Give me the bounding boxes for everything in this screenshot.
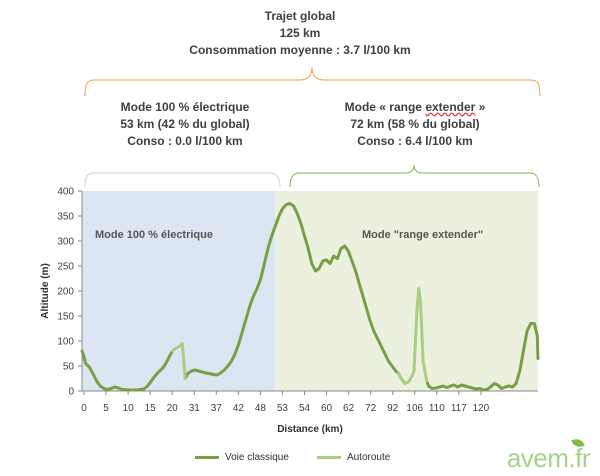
x-tick-label: 5 <box>103 403 109 414</box>
range-consumption: Conso : 6.4 l/100 km <box>357 134 473 148</box>
y-tick-label: 350 <box>57 212 74 223</box>
range-zone-label: Mode "range extender" <box>362 229 483 241</box>
electric-consumption: Conso : 0.0 l/100 km <box>127 134 243 148</box>
y-tick-label: 300 <box>57 237 74 248</box>
x-tick-label: 15 <box>145 403 157 414</box>
y-tick-label: 50 <box>63 362 75 373</box>
x-tick-label: 31 <box>189 403 201 414</box>
y-axis-title: Altitude (m) <box>40 263 51 319</box>
series-line-voie-classique <box>80 349 174 392</box>
y-tick-label: 150 <box>57 312 74 323</box>
y-axis-ticks: 0 50 100 150 200 250 300 350 400 <box>57 187 82 398</box>
x-axis-title: Distance (km) <box>277 424 343 435</box>
y-tick-label: 400 <box>57 187 74 198</box>
range-title-word: extender <box>425 100 476 114</box>
legend: Voie classique Autoroute <box>195 452 390 463</box>
x-tick-label: 92 <box>387 403 399 414</box>
x-tick-label: 106 <box>406 403 423 414</box>
series-line-autoroute <box>171 342 187 380</box>
legend-item-autoroute: Autoroute <box>316 452 391 463</box>
x-tick-label: 42 <box>233 403 245 414</box>
range-title: Mode « range extender » <box>300 99 530 116</box>
x-tick-label: 0 <box>81 403 87 414</box>
legend-label-autoroute: Autoroute <box>346 452 391 463</box>
global-summary: Trajet global 125 km Consommation moyenn… <box>150 8 450 59</box>
range-title-suffix: » <box>475 100 486 114</box>
electric-zone <box>82 191 276 391</box>
range-title-prefix: Mode « range <box>344 100 426 114</box>
electric-zone-label: Mode 100 % électrique <box>95 229 213 241</box>
global-title: Trajet global <box>264 9 336 23</box>
electric-distance: 53 km (42 % du global) <box>120 117 250 131</box>
y-tick-label: 250 <box>57 262 74 273</box>
x-tick-label: 117 <box>451 403 467 414</box>
x-tick-label: 10 <box>123 403 135 414</box>
x-axis-ticks: 0 5 10 15 20 31 37 42 48 53 54 60 62 72 92 106 110 117 120 <box>81 391 490 414</box>
x-tick-label: 48 <box>255 403 267 414</box>
avem-logo: avem.fr <box>506 438 591 474</box>
x-tick-label: 72 <box>365 403 377 414</box>
series-line-voie-classique <box>183 202 401 380</box>
x-tick-label: 54 <box>299 403 311 414</box>
series-line-autoroute <box>397 287 429 385</box>
electric-title: Mode 100 % électrique <box>120 100 250 114</box>
global-consumption: Consommation moyenne : 3.7 l/100 km <box>189 43 411 57</box>
electric-brace <box>84 172 281 188</box>
legend-swatch-autoroute <box>316 456 341 459</box>
range-zone <box>275 191 538 391</box>
range-distance: 72 km (58 % du global) <box>350 117 480 131</box>
x-tick-label: 110 <box>429 403 445 414</box>
global-brace <box>84 66 541 97</box>
x-tick-label: 37 <box>211 403 223 414</box>
global-distance: 125 km <box>279 26 321 40</box>
x-tick-label: 62 <box>343 403 355 414</box>
y-tick-label: 100 <box>57 337 74 348</box>
legend-swatch-voie-classique <box>195 456 219 459</box>
range-brace <box>289 164 540 188</box>
series-line-voie-classique <box>425 322 540 392</box>
y-tick-label: 0 <box>68 387 74 398</box>
legend-label-voie-classique: Voie classique <box>225 452 289 463</box>
x-tick-label: 60 <box>321 403 333 414</box>
avem-logo-text: avem.fr <box>506 443 591 473</box>
electric-summary: Mode 100 % électrique 53 km (42 % du glo… <box>90 99 280 150</box>
y-tick-label: 200 <box>57 287 74 298</box>
x-tick-label: 53 <box>277 403 289 414</box>
range-summary: Mode « range extender » 72 km (58 % du g… <box>300 99 530 150</box>
x-tick-label: 20 <box>167 403 179 414</box>
series-lines <box>80 202 540 392</box>
x-tick-label: 120 <box>473 403 490 414</box>
legend-item-voie-classique: Voie classique <box>195 452 289 463</box>
